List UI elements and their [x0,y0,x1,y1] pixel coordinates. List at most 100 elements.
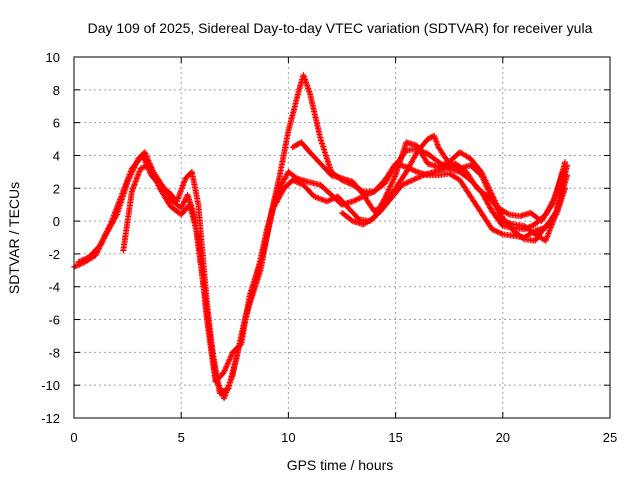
data-point-markers [431,132,441,149]
data-point-markers [212,370,227,385]
x-tick-label: 0 [70,430,77,445]
data-point-markers [446,150,462,165]
data-point-markers [246,252,266,298]
data-point-markers [221,350,235,376]
series-arc-3 [120,160,566,385]
data-point-markers [75,254,91,266]
data-point-markers [298,139,312,155]
data-point-markers [306,90,324,141]
data-point-markers [463,168,480,190]
data-point-markers [229,342,244,356]
data-point-markers [360,215,376,228]
data-point-markers [392,170,409,192]
data-point-markers [349,178,366,197]
data-point-markers [538,202,555,225]
y-axis-title: SDTVAR / TECUs [6,182,22,294]
data-point-markers [339,209,355,224]
data-point-markers [259,206,276,257]
y-tick-label: 8 [53,83,60,98]
data-point-markers [414,142,430,166]
data-point-markers [489,226,505,237]
data-point-markers [317,136,334,174]
data-point-markers [424,133,436,142]
x-tick-label: 20 [496,430,510,445]
data-point-markers [553,186,568,218]
data-point-markers [542,212,559,229]
series-arc-5 [339,139,568,244]
data-point-markers [371,181,387,195]
data-point [561,159,568,166]
data-point-markers [221,373,236,402]
data-point-markers [317,182,334,197]
data-point-markers [409,172,426,184]
x-axis-title: GPS time / hours [287,457,394,473]
data-point-markers [203,316,219,384]
data-point-markers [300,182,317,199]
y-tick-label: -6 [48,313,60,328]
data-point-markers [381,173,398,202]
y-tick-label: -4 [48,280,60,295]
data-point-markers [424,150,441,165]
data-point-markers [195,201,210,305]
x-tick-label: 10 [281,430,295,445]
x-tick-label: 5 [178,430,185,445]
x-tick-label: 15 [388,430,402,445]
data-point-markers [510,227,526,242]
data-point-markers [456,149,473,161]
data-series [71,72,571,402]
data-point-markers [521,223,537,237]
data-point-markers [118,167,135,200]
data-point-markers [478,209,495,231]
y-tick-label: 4 [53,148,60,163]
data-point-markers [107,194,124,228]
y-tick-label: 6 [53,116,60,131]
data-point-markers [156,185,173,208]
plot-frame [73,56,611,419]
data-point-markers [120,190,135,254]
y-tick-label: 0 [53,214,60,229]
data-point-markers [371,196,388,221]
data-point-markers [146,162,163,190]
grid [74,57,610,418]
chart-title: Day 109 of 2025, Sidereal Day-to-day VTE… [88,20,593,36]
data-point-markers [381,186,398,208]
data-point-markers [334,193,351,210]
data-point-markers [381,163,398,187]
data-point-markers [195,234,210,321]
data-point-markers [173,176,188,205]
y-tick-label: -8 [48,345,60,360]
y-tick-label: -12 [41,411,60,426]
data-point-markers [489,208,505,228]
axis-ticks: 0 5 10 15 20 25 -12 -10 -8 -6 -4 -2 0 2 4 6 8 10 [41,50,617,445]
y-tick-label: -2 [48,247,60,262]
data-point-markers [289,177,306,188]
data-point-markers [549,170,566,208]
data-point-markers [317,160,334,177]
data-point-markers [446,170,462,183]
data-point [561,185,568,192]
data-point-markers [403,150,420,175]
data-point-markers [306,149,323,166]
data-point-markers [300,72,313,95]
data-point-markers [499,214,516,233]
data-point-markers [474,185,490,199]
data-point-markers [467,155,484,174]
y-tick-label: 2 [53,181,60,196]
data-point-markers [392,140,409,179]
data-point [564,172,571,179]
data-point-markers [128,153,145,172]
data-point-markers [96,222,113,249]
data-point-markers [285,88,302,134]
data-point-markers [399,177,415,188]
y-tick-label: -10 [41,378,60,393]
x-tick-label: 25 [603,430,617,445]
data-point-markers [478,168,495,197]
data-point-markers [360,191,377,213]
data-point-markers [345,205,362,222]
y-tick-label: 10 [46,50,60,65]
data-point-markers [186,201,201,239]
data-point-markers [276,129,292,179]
data-point [559,168,566,175]
data-point-markers [285,168,299,181]
